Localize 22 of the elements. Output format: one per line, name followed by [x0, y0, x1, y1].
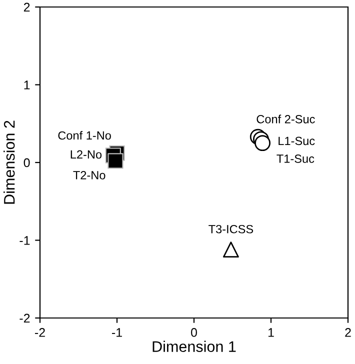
y-axis-title: Dimension 2	[4, 120, 15, 204]
series-label: L2-No	[70, 150, 102, 159]
series-label: T3-ICSS	[208, 224, 254, 234]
series-label: T1-Suc	[276, 154, 314, 163]
point	[222, 242, 239, 258]
x-tick-label: -2	[35, 328, 45, 337]
point	[108, 153, 124, 169]
y-tick-label: -2	[20, 314, 30, 323]
y-tick-label: 2	[24, 2, 30, 12]
x-tick-label: 2	[345, 328, 351, 337]
x-axis-title: Dimension 1	[152, 340, 236, 352]
y-tick-label: 1	[24, 80, 30, 90]
series-label: T2-No	[73, 171, 106, 180]
series-label: Conf 1-No	[58, 131, 111, 140]
y-tick-label: -1	[20, 236, 30, 245]
y-tick-label: 0	[24, 158, 30, 168]
series-label: L1-Suc	[278, 136, 315, 146]
point	[254, 135, 271, 152]
x-tick-label: 0	[191, 328, 197, 337]
x-tick-label: 1	[268, 328, 274, 337]
x-tick-label: -1	[112, 328, 122, 337]
series-label: Conf 2-Suc	[256, 114, 315, 124]
